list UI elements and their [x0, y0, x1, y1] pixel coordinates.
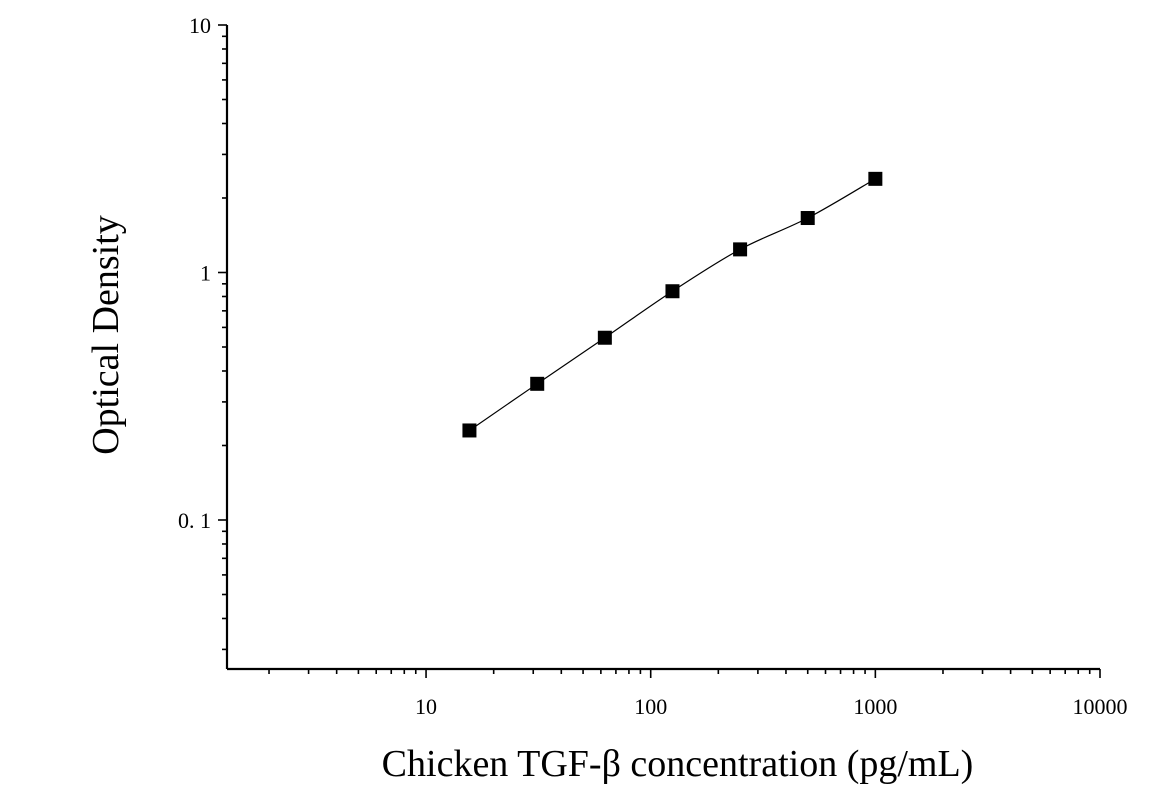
tick-labels: 10 100 1000 10000 0. 1 1 10 — [178, 13, 1128, 719]
data-point-marker — [530, 376, 545, 391]
data-point-marker — [733, 242, 748, 257]
data-point-marker — [665, 284, 680, 299]
y-tick-label: 10 — [189, 13, 211, 38]
ticks — [218, 24, 1101, 678]
data-points — [462, 171, 883, 438]
y-tick-label: 0. 1 — [178, 508, 211, 533]
x-tick-label: 10000 — [1073, 694, 1128, 719]
y-tick-label: 1 — [200, 260, 211, 285]
axes — [225, 25, 1100, 671]
data-point-marker — [868, 171, 883, 186]
data-point-marker — [597, 330, 612, 345]
x-tick-label: 10 — [415, 694, 437, 719]
x-tick-label: 100 — [634, 694, 667, 719]
data-point-marker — [462, 423, 477, 438]
y-axis-title: Optical Density — [85, 215, 127, 455]
x-tick-label: 1000 — [853, 694, 897, 719]
data-point-marker — [800, 211, 815, 226]
x-axis-title: Chicken TGF-β concentration (pg/mL) — [382, 743, 974, 785]
